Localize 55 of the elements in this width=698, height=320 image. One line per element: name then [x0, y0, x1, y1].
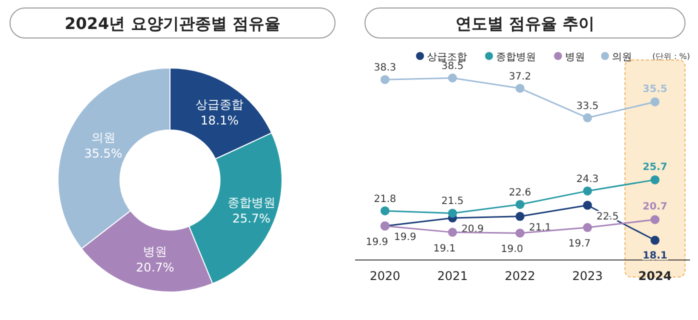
data-label: 24.3 [576, 174, 599, 185]
data-label: 20.7 [642, 202, 668, 213]
data-label: 35.5 [642, 84, 668, 95]
data-label: 22.6 [508, 187, 532, 198]
x-tick-label: 2021 [437, 269, 468, 283]
point [380, 75, 390, 84]
chart-title: 연도별 점유율 추이 [455, 14, 595, 33]
data-label: 19.0 [500, 244, 524, 256]
x-tick-label: 2023 [572, 269, 603, 283]
data-label: 18.1% [200, 114, 239, 128]
data-label: 19.1 [433, 243, 456, 254]
point [650, 97, 660, 106]
x-tick-label: 2022 [504, 269, 536, 283]
point [583, 186, 592, 196]
point [380, 206, 390, 216]
point [583, 223, 592, 232]
data-label: 21.5 [441, 196, 464, 208]
data-label: 37.2 [508, 71, 532, 82]
data-label: 25.7 [642, 162, 668, 173]
data-label: 33.5 [576, 100, 599, 112]
point [650, 236, 660, 245]
legend-label: 상급조합 [427, 52, 467, 63]
data-label: 19.7 [568, 238, 591, 250]
point [583, 200, 592, 210]
point [448, 208, 457, 218]
point [583, 113, 592, 122]
point [516, 84, 524, 93]
legend-label: 의원 [612, 52, 632, 63]
slice-label: 병원 [143, 244, 168, 258]
data-label: 38.5 [441, 61, 464, 72]
data-label: 35.5% [84, 146, 122, 160]
x-tick-label: 2024 [638, 269, 672, 283]
chart-title: 2024년 요양기관종별 점유율 [64, 14, 280, 33]
point [448, 74, 457, 82]
slice-label: 종합병원 [227, 196, 276, 210]
data-label: 18.1 [642, 250, 668, 262]
data-label: 21.1 [529, 222, 552, 234]
data-label: 20.9 [462, 224, 484, 235]
legend-label: 병원 [565, 52, 585, 63]
data-label: 19.9 [394, 232, 416, 243]
data-label: 38.3 [374, 62, 396, 74]
data-label: 20.7% [136, 260, 174, 274]
data-label: 25.7% [232, 212, 270, 226]
point [516, 228, 524, 238]
slice-label: 상급종합 [196, 98, 244, 112]
point [516, 212, 524, 221]
x-tick-label: 2020 [370, 269, 400, 283]
slice-label: 의원 [91, 130, 116, 144]
legend-label: 종합병원 [496, 52, 536, 63]
point [448, 228, 457, 237]
point [650, 215, 660, 224]
point [650, 175, 660, 184]
data-label: 19.9 [366, 236, 388, 248]
data-label: 21.8 [374, 194, 396, 205]
point [516, 200, 524, 209]
